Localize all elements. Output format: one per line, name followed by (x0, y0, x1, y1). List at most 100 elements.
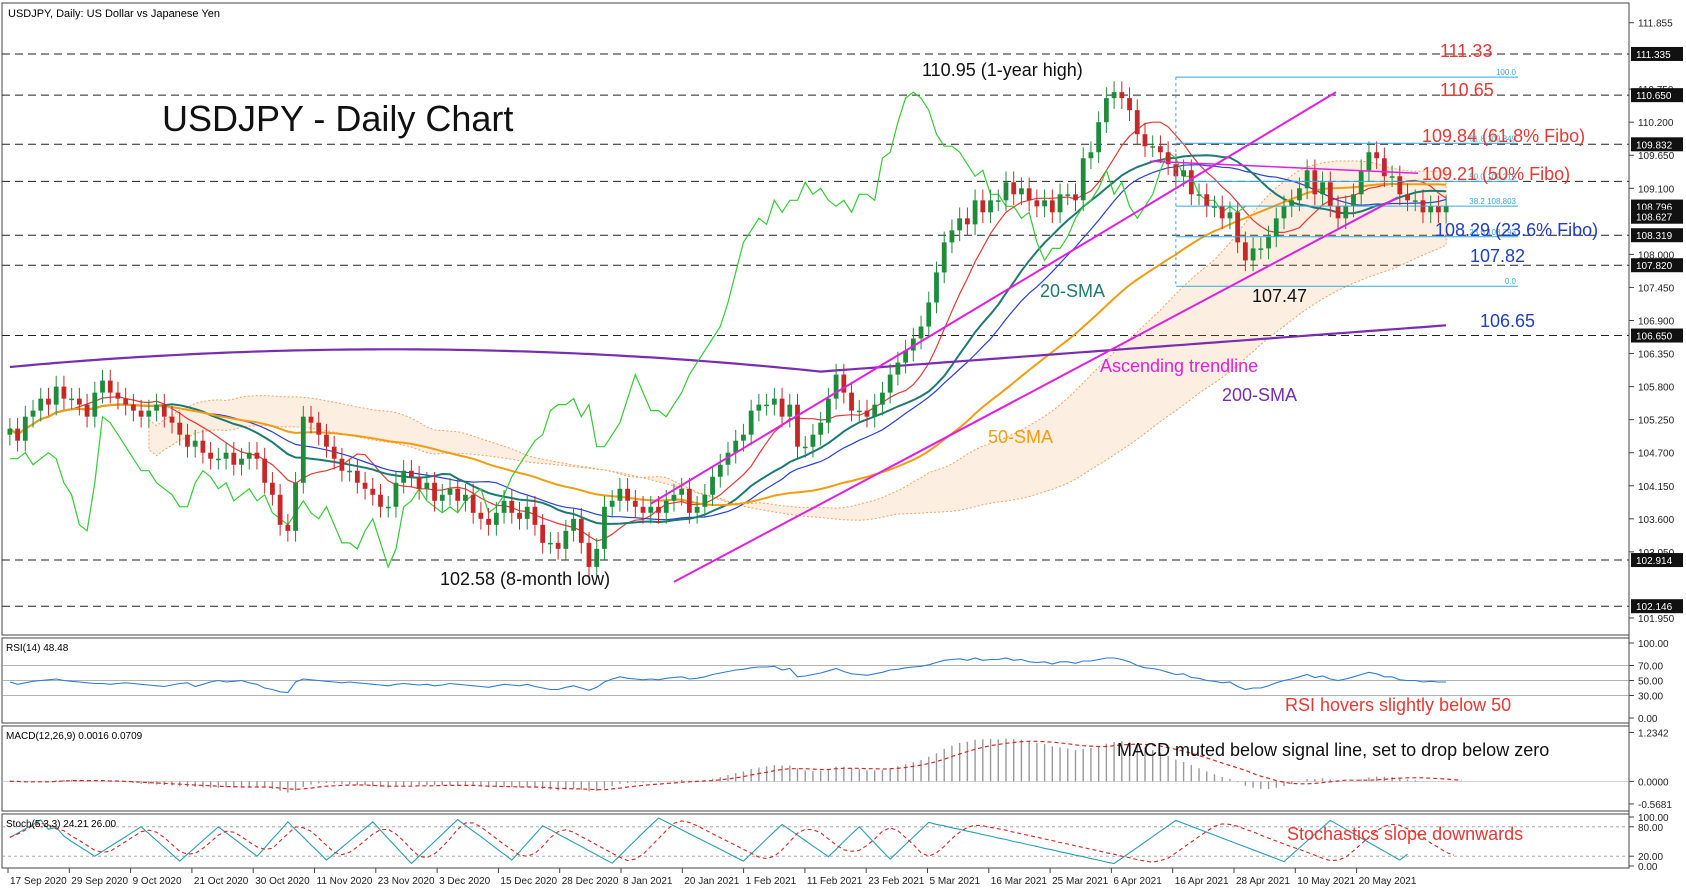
candle-body (540, 524, 546, 543)
price-tag-box (1631, 328, 1683, 343)
candle-body (239, 458, 244, 465)
candle (1065, 183, 1071, 206)
price-tag-label: 108.627 (1636, 213, 1673, 224)
candle-body (1281, 206, 1287, 219)
panel-y-label: -0.5681 (1638, 800, 1672, 811)
candle-body (1351, 194, 1356, 207)
fibo-label-3: 38.2 108.803 (1469, 197, 1516, 206)
candle-body (324, 434, 329, 447)
candle (1134, 99, 1140, 146)
candle (1343, 195, 1349, 230)
candle (1297, 177, 1302, 212)
candle-body (277, 494, 283, 525)
candle (1073, 183, 1078, 212)
candle (447, 477, 453, 506)
price-tag: 110.650 (1631, 88, 1683, 103)
annotation-50-sma: 50-SMA (988, 427, 1053, 447)
candle-body (717, 464, 723, 477)
candle (686, 477, 692, 524)
price-tag: 102.914 (1631, 553, 1683, 568)
candle (679, 477, 685, 506)
candle-body (200, 440, 206, 453)
candle-body (501, 500, 507, 513)
y-tick-label: 111.855 (1638, 19, 1673, 30)
candle (1320, 171, 1325, 206)
candle (1312, 159, 1318, 206)
candle (493, 501, 499, 536)
candle (1443, 195, 1449, 224)
candle-body (818, 422, 824, 435)
candle (432, 471, 437, 512)
candle (764, 393, 770, 416)
candle (571, 508, 576, 542)
candle-body (362, 482, 368, 489)
candle-body (764, 404, 770, 407)
candle (1281, 195, 1287, 230)
rsi-annotation: RSI hovers slightly below 50 (1285, 695, 1511, 715)
candle (270, 471, 275, 506)
candle-body (378, 494, 383, 507)
candle (555, 532, 561, 560)
candle (632, 489, 638, 518)
rsi-line (9, 657, 1447, 694)
candle-body (934, 272, 939, 303)
candle-body (432, 482, 437, 501)
candle-body (76, 398, 82, 405)
x-tick-label: 8 Jan 2021 (623, 876, 673, 887)
fibonacci-retracement: 100.0 61.8 109.849 50.0 109.215 38.2 108.80… (1175, 68, 1518, 287)
candle (694, 495, 700, 524)
candle (439, 483, 445, 512)
candle-body (215, 458, 221, 461)
price-tag-box (1631, 553, 1683, 568)
candle (185, 423, 190, 458)
candle-body (478, 512, 484, 519)
candle-body (880, 392, 885, 405)
candle-body (1443, 206, 1449, 213)
candle (594, 538, 600, 578)
candle (856, 399, 862, 422)
candle (1150, 135, 1156, 158)
candle-body (254, 452, 260, 459)
candle (285, 514, 291, 542)
candle (92, 381, 98, 428)
candle-body (262, 458, 268, 483)
candle-body (7, 428, 13, 435)
candle-body (555, 542, 561, 549)
candle (300, 405, 306, 494)
candle-body (107, 380, 113, 393)
candle-body (1181, 170, 1186, 177)
candle-body (1119, 92, 1125, 99)
fibo-label-2: 50.0 109.215 (1469, 172, 1516, 181)
candle-body (470, 494, 476, 513)
candle-body (15, 428, 20, 441)
candle (169, 405, 175, 434)
candle (656, 495, 661, 524)
x-tick-label: 20 Jan 2021 (684, 876, 739, 887)
candle-body (1428, 206, 1434, 213)
candle (470, 483, 476, 524)
candle-body (61, 386, 67, 399)
macd-header: MACD(12,26,9) 0.0016 0.0709 (6, 731, 143, 742)
candle (787, 393, 793, 428)
candle (972, 189, 978, 236)
candle-body (802, 446, 808, 449)
candle-body (1258, 248, 1264, 250)
candle (586, 532, 592, 578)
candle-body (53, 386, 59, 405)
stoch-header: Stoch(5,3,3) 24.21 26.00 (6, 819, 117, 830)
candle-body (617, 488, 623, 501)
candle (100, 369, 105, 404)
candle (293, 471, 298, 542)
candle-body (571, 518, 576, 531)
y-tick-label: 103.600 (1638, 515, 1675, 526)
candle (424, 471, 430, 500)
candle-body (1034, 200, 1040, 207)
y-tick-label: 109.650 (1638, 151, 1675, 162)
candle (115, 381, 121, 410)
candle (849, 381, 854, 422)
candle-body (1227, 212, 1233, 219)
x-tick-label: 21 Oct 2020 (194, 876, 249, 887)
candle (262, 447, 268, 494)
candle (748, 399, 754, 446)
date-axis: 17 Sep 2020 29 Sep 2020 9 Oct 2020 21 Oct 2… (7, 868, 1417, 887)
